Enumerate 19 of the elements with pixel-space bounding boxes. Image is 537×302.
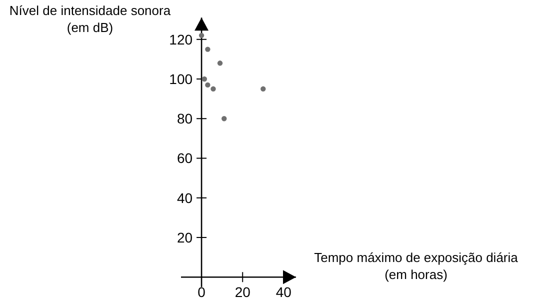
y-tick-label: 60 — [176, 150, 193, 166]
x-tick-label: 20 — [234, 284, 251, 300]
y-tick-label: 20 — [176, 229, 193, 246]
point — [205, 82, 210, 88]
point — [205, 46, 210, 52]
x-tick-label: 0 — [198, 284, 206, 300]
point — [210, 86, 216, 92]
x-axis-title: Tempo máximo de exposição diária (em horas) — [314, 250, 519, 282]
y-tick-label: 120 — [169, 31, 193, 48]
point — [222, 116, 227, 122]
y-tick-label: 80 — [176, 110, 193, 127]
y-axis-title: Nível de intensidade sonora (em dB) — [9, 3, 172, 35]
point — [202, 76, 208, 82]
point — [217, 60, 223, 66]
y-tick-label: 40 — [176, 190, 193, 206]
x-tick-label: 40 — [276, 284, 292, 300]
point — [198, 32, 204, 38]
y-tick-label: 100 — [169, 70, 193, 87]
point — [260, 86, 266, 92]
